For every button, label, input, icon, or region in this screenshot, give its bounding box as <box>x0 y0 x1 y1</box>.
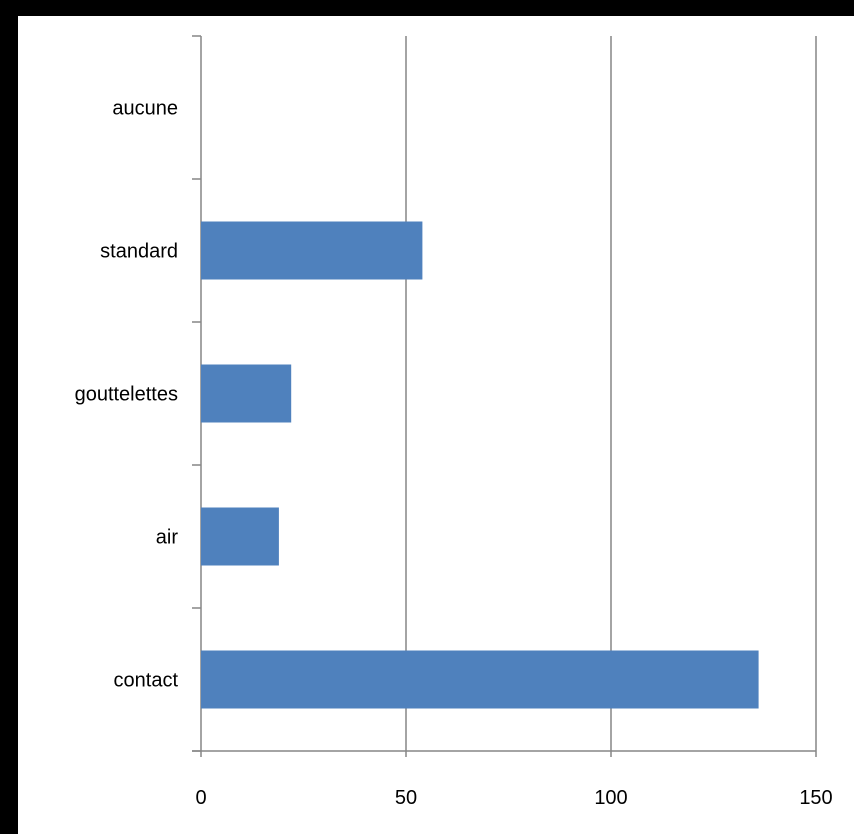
y-tick-label-gouttelettes: gouttelettes <box>75 384 178 406</box>
bars <box>201 221 759 709</box>
bar-gouttelettes <box>201 364 292 423</box>
y-tick-label-contact: contact <box>114 670 179 692</box>
x-tick-label-150: 150 <box>799 787 832 809</box>
x-tick-label-50: 50 <box>395 787 417 809</box>
x-tick-label-100: 100 <box>594 787 627 809</box>
bar-contact <box>201 650 759 709</box>
bar-air <box>201 507 279 566</box>
labels: 0 50 100 150 contact air gouttelettes standard a… <box>75 98 833 810</box>
gridlines <box>405 36 817 751</box>
x-tick-label-0: 0 <box>195 787 206 809</box>
y-tick-label-aucune: aucune <box>112 98 178 120</box>
bar-standard <box>201 221 423 280</box>
y-tick-label-air: air <box>156 527 179 549</box>
y-tick-label-standard: standard <box>100 241 178 263</box>
